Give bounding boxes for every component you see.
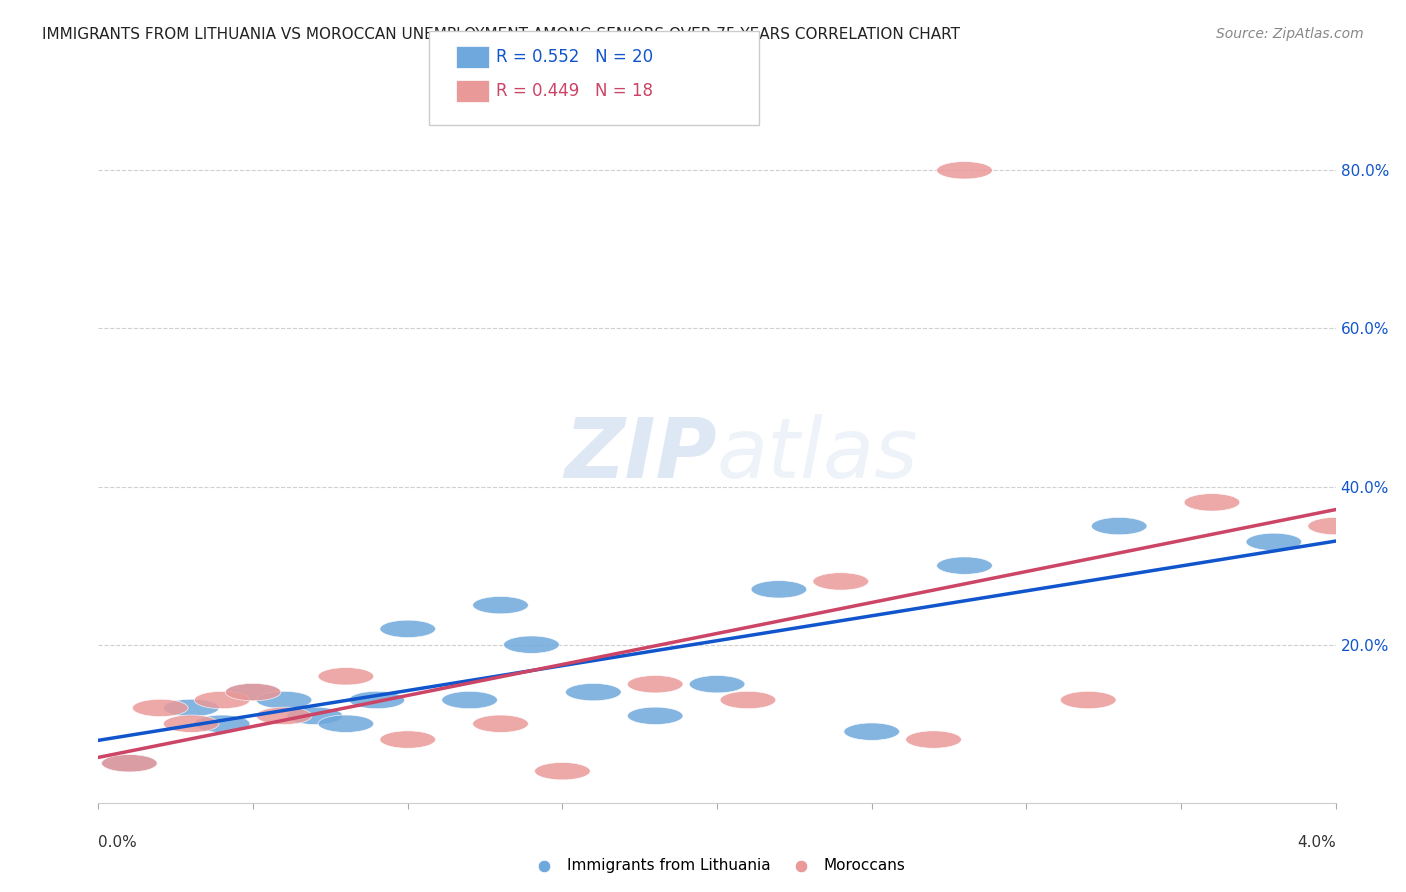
Ellipse shape bbox=[318, 715, 374, 732]
Ellipse shape bbox=[441, 691, 498, 709]
Ellipse shape bbox=[1184, 493, 1240, 511]
Text: IMMIGRANTS FROM LITHUANIA VS MOROCCAN UNEMPLOYMENT AMONG SENIORS OVER 75 YEARS C: IMMIGRANTS FROM LITHUANIA VS MOROCCAN UN… bbox=[42, 27, 960, 42]
Ellipse shape bbox=[163, 699, 219, 716]
Ellipse shape bbox=[720, 691, 776, 709]
Ellipse shape bbox=[503, 636, 560, 653]
Ellipse shape bbox=[380, 620, 436, 638]
Ellipse shape bbox=[194, 715, 250, 732]
Ellipse shape bbox=[905, 731, 962, 748]
Ellipse shape bbox=[472, 715, 529, 732]
Ellipse shape bbox=[349, 691, 405, 709]
Ellipse shape bbox=[225, 683, 281, 701]
Ellipse shape bbox=[627, 707, 683, 724]
Ellipse shape bbox=[380, 731, 436, 748]
Ellipse shape bbox=[256, 707, 312, 724]
Ellipse shape bbox=[689, 675, 745, 693]
Ellipse shape bbox=[1246, 533, 1302, 550]
Ellipse shape bbox=[936, 557, 993, 574]
Text: atlas: atlas bbox=[717, 415, 918, 495]
Ellipse shape bbox=[163, 715, 219, 732]
Ellipse shape bbox=[534, 763, 591, 780]
Ellipse shape bbox=[225, 683, 281, 701]
Ellipse shape bbox=[1308, 517, 1364, 535]
Text: ZIP: ZIP bbox=[564, 415, 717, 495]
Ellipse shape bbox=[844, 723, 900, 740]
Ellipse shape bbox=[751, 581, 807, 598]
Ellipse shape bbox=[318, 667, 374, 685]
Ellipse shape bbox=[256, 691, 312, 709]
Ellipse shape bbox=[813, 573, 869, 591]
Ellipse shape bbox=[627, 675, 683, 693]
Ellipse shape bbox=[1060, 691, 1116, 709]
Ellipse shape bbox=[101, 755, 157, 772]
Text: 0.0%: 0.0% bbox=[98, 836, 138, 850]
Ellipse shape bbox=[101, 755, 157, 772]
Ellipse shape bbox=[194, 691, 250, 709]
Ellipse shape bbox=[565, 683, 621, 701]
Text: Source: ZipAtlas.com: Source: ZipAtlas.com bbox=[1216, 27, 1364, 41]
Ellipse shape bbox=[1091, 517, 1147, 535]
Ellipse shape bbox=[132, 699, 188, 716]
Ellipse shape bbox=[287, 707, 343, 724]
Legend: Immigrants from Lithuania, Moroccans: Immigrants from Lithuania, Moroccans bbox=[523, 852, 911, 879]
Ellipse shape bbox=[936, 161, 993, 179]
Text: R = 0.552   N = 20: R = 0.552 N = 20 bbox=[496, 48, 654, 66]
Text: R = 0.449   N = 18: R = 0.449 N = 18 bbox=[496, 82, 654, 100]
Ellipse shape bbox=[472, 597, 529, 614]
Text: 4.0%: 4.0% bbox=[1296, 836, 1336, 850]
